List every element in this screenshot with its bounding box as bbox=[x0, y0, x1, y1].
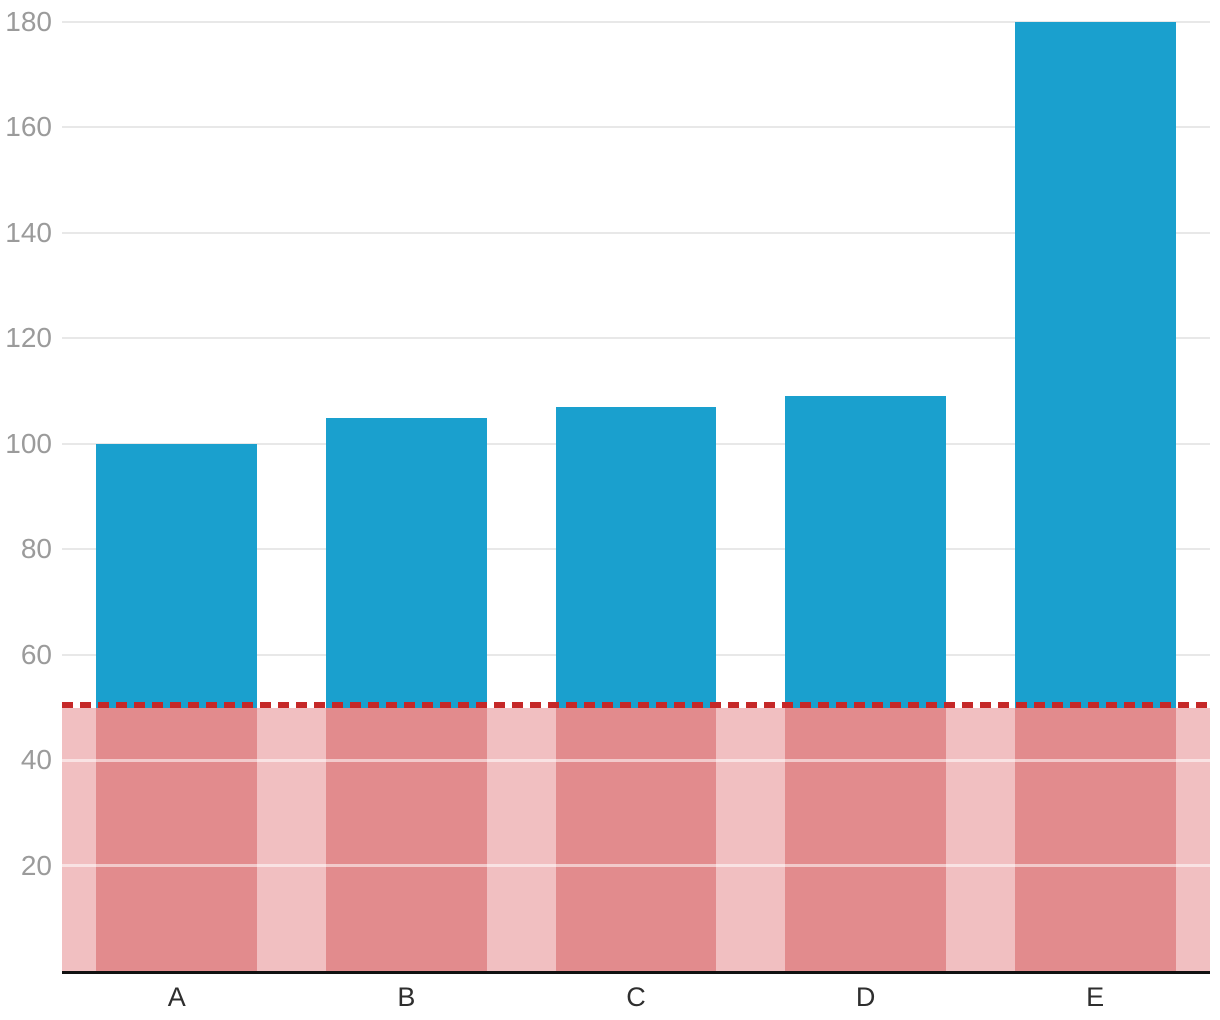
bar-B bbox=[326, 417, 487, 708]
y-tick-label: 180 bbox=[5, 5, 52, 37]
y-tick-label: 160 bbox=[5, 111, 52, 143]
x-tick-label: E bbox=[1086, 981, 1105, 1012]
y-tick-label: 80 bbox=[20, 533, 52, 565]
gridline bbox=[62, 20, 1210, 23]
y-tick-label: 100 bbox=[5, 427, 52, 459]
bar-E bbox=[1014, 21, 1176, 708]
bar-C-below-threshold bbox=[555, 707, 717, 972]
bar-A-below-threshold bbox=[96, 707, 258, 972]
x-tick-label: D bbox=[855, 981, 876, 1012]
x-axis-line bbox=[62, 971, 1210, 974]
gridline bbox=[62, 231, 1210, 234]
y-tick-label: 140 bbox=[5, 216, 52, 248]
bar-D bbox=[785, 396, 946, 708]
bar-B-below-threshold bbox=[326, 707, 487, 972]
band-gridline bbox=[62, 758, 1210, 762]
bar-C bbox=[555, 407, 717, 708]
y-tick-label: 20 bbox=[20, 849, 52, 881]
bar-D-below-threshold bbox=[785, 707, 946, 972]
band-gridline bbox=[62, 864, 1210, 868]
y-tick-label: 60 bbox=[20, 638, 52, 670]
x-tick-label: A bbox=[167, 981, 186, 1012]
x-tick-label: C bbox=[626, 981, 646, 1012]
x-tick-label: B bbox=[397, 981, 416, 1012]
threshold-line bbox=[62, 701, 1210, 708]
bar-E-below-threshold bbox=[1014, 707, 1176, 972]
y-tick-label: 40 bbox=[20, 744, 52, 776]
gridline bbox=[62, 126, 1210, 129]
y-tick-label: 120 bbox=[5, 322, 52, 354]
bar-A bbox=[96, 443, 258, 708]
gridline bbox=[62, 337, 1210, 340]
